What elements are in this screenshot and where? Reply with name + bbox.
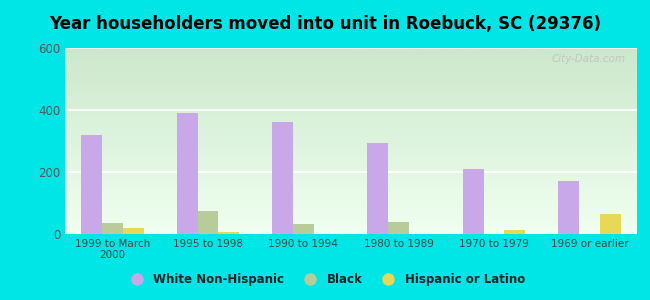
Text: City-Data.com: City-Data.com xyxy=(551,54,625,64)
Bar xyxy=(198,211,218,234)
Bar xyxy=(367,142,388,234)
Bar xyxy=(81,135,102,234)
Bar xyxy=(218,232,239,234)
Legend: White Non-Hispanic, Black, Hispanic or Latino: White Non-Hispanic, Black, Hispanic or L… xyxy=(120,269,530,291)
Bar xyxy=(558,181,579,234)
Bar xyxy=(600,214,621,234)
Bar xyxy=(177,113,198,234)
Text: Year householders moved into unit in Roebuck, SC (29376): Year householders moved into unit in Roe… xyxy=(49,15,601,33)
Bar xyxy=(504,230,525,234)
Bar xyxy=(388,222,409,234)
Bar xyxy=(463,169,484,234)
Bar xyxy=(123,228,144,234)
Bar xyxy=(102,223,123,234)
Bar xyxy=(272,122,293,234)
Bar xyxy=(293,224,314,234)
